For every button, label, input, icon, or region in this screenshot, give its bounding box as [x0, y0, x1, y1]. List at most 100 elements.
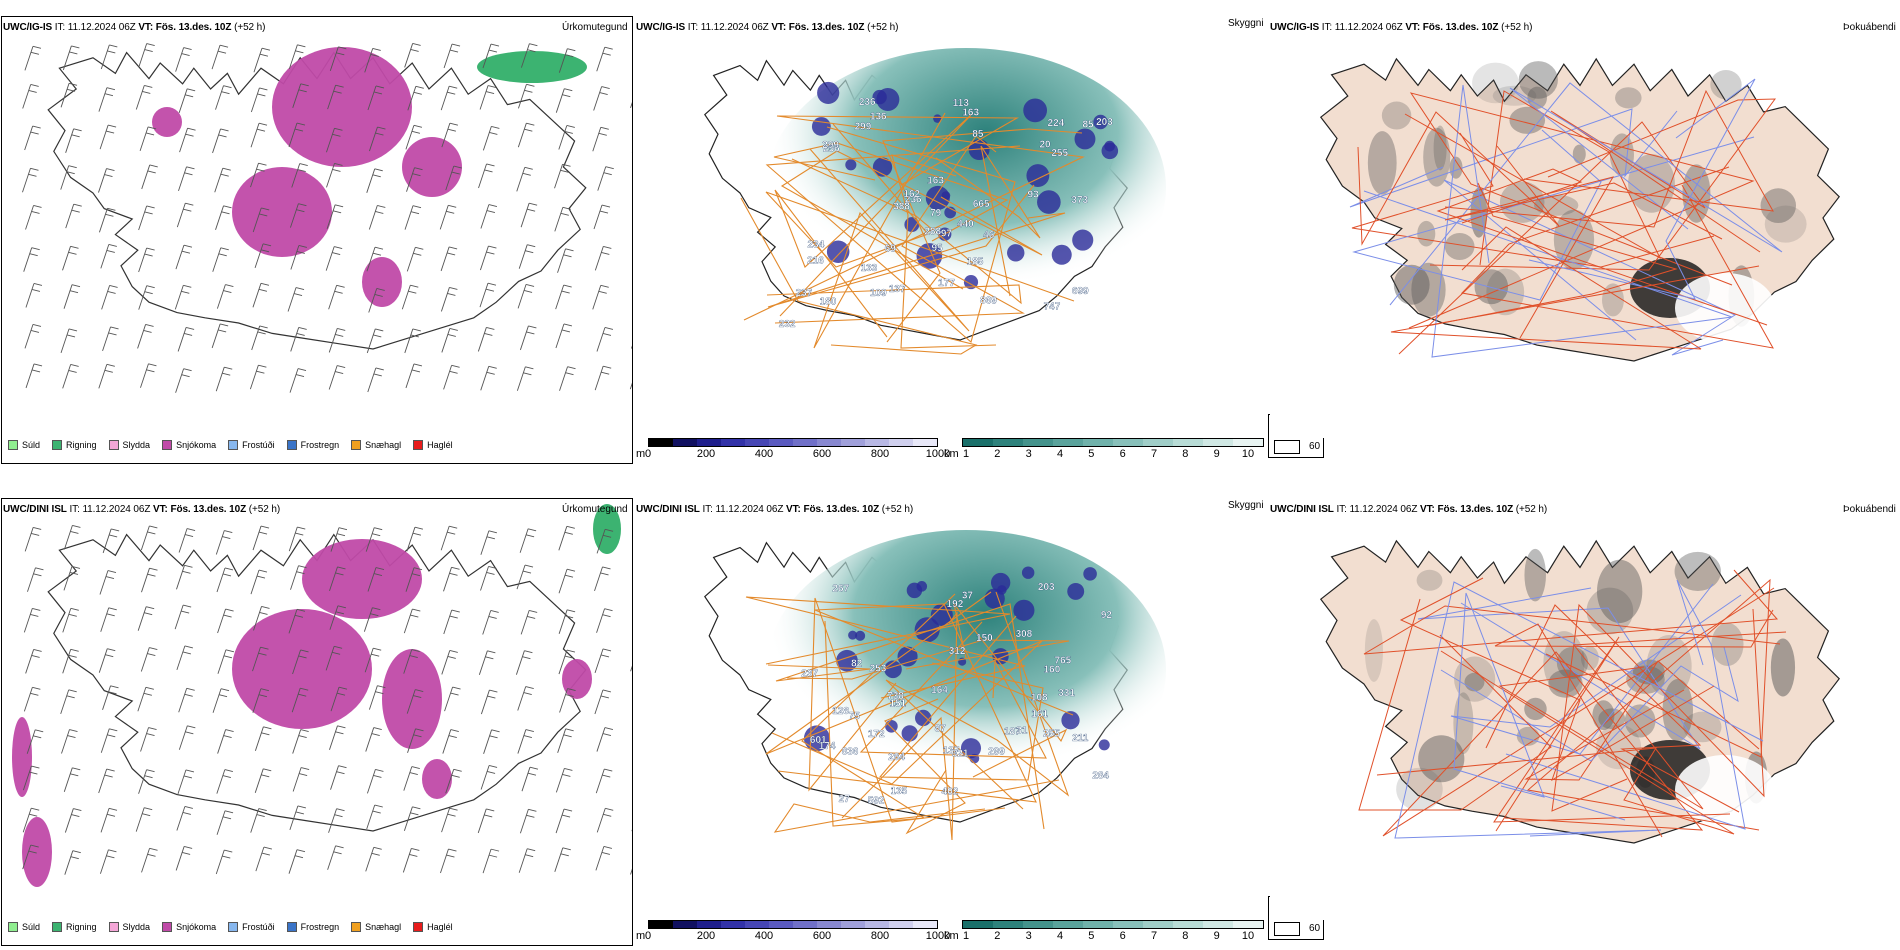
- model-name: UWC/DINI ISL: [636, 504, 700, 515]
- legend-swatch: [413, 922, 424, 932]
- tick-label: 4: [1056, 930, 1064, 942]
- tick-label: 10: [1241, 930, 1255, 942]
- cloud-base-label: 255: [1043, 728, 1060, 739]
- legend-swatch: [228, 440, 239, 450]
- cloud-base-label: 232: [779, 319, 796, 330]
- legend-item: Snjókoma: [162, 440, 216, 450]
- tick-label: 9: [1213, 448, 1220, 460]
- vt-value: Fös. 13.des. 10Z: [803, 504, 880, 515]
- legend-item: Snjókoma: [162, 922, 216, 932]
- cloud-base-label: 162: [903, 189, 920, 200]
- legend-label: Haglél: [427, 922, 453, 932]
- lead-time: (+52 h): [234, 22, 266, 33]
- cloud-key-bottom: 60: [1309, 441, 1321, 452]
- tick-label: 5: [1088, 930, 1095, 942]
- cloud-base-label: 869: [980, 295, 997, 306]
- precip-frame: [1, 16, 633, 464]
- legend-label: Súld: [22, 922, 41, 932]
- colorbar-step: [841, 921, 865, 928]
- legend-swatch: [286, 922, 297, 932]
- fog-map-panel: [1270, 500, 1900, 920]
- cloudbase-colorbar: [648, 920, 938, 929]
- cloud-base-label: 82: [851, 659, 863, 670]
- tick-label: 1000: [925, 448, 951, 460]
- tick-label: 8: [1182, 930, 1189, 942]
- cloud-base-label: 160: [1044, 664, 1061, 675]
- vt-value: Fös. 13.des. 10Z: [1437, 504, 1514, 515]
- cloud-base-label: 187: [1004, 726, 1021, 737]
- cloud-base-label: 133: [861, 263, 878, 274]
- cloud-base-label: 665: [973, 199, 990, 210]
- cloud-base-label: 174: [819, 741, 836, 752]
- colorbar-step: [963, 439, 993, 446]
- cloud-base-label: 440: [957, 219, 974, 230]
- tick-label: 800: [870, 448, 890, 460]
- cloud-base-label: 95: [931, 243, 943, 254]
- visibility-title: UWC/IG-IS IT: 11.12.2024 06Z VT: Fös. 13…: [636, 22, 898, 33]
- colorbar-step: [817, 921, 841, 928]
- vt-value: Fös. 13.des. 10Z: [788, 22, 865, 33]
- model-name: UWC/IG-IS: [1270, 22, 1320, 33]
- colorbar-step: [817, 439, 841, 446]
- cloud-base-label: 267: [832, 583, 849, 594]
- product-name-precip: Úrkomutegund: [562, 22, 628, 33]
- colorbar-step: [1083, 439, 1113, 446]
- cloud-base-label: 216: [807, 255, 824, 266]
- legend-item: Snæhagl: [351, 440, 401, 450]
- colorbar-step: [889, 921, 913, 928]
- legend-label: Frostregn: [300, 440, 340, 450]
- product-name-precip: Úrkomutegund: [562, 504, 628, 515]
- vt-label: VT:: [1405, 22, 1421, 33]
- it-label: IT:: [54, 22, 66, 33]
- it-value: 11.12.2024 06Z: [715, 504, 784, 515]
- it-label: IT:: [702, 504, 713, 515]
- product-name-fog: Þokuábendi: [1843, 22, 1896, 33]
- legend-label: Snæhagl: [365, 440, 402, 450]
- it-label: IT:: [69, 504, 80, 515]
- it-label: IT:: [1336, 504, 1347, 515]
- colorbar-step: [1113, 921, 1143, 928]
- colorbar-step: [745, 921, 769, 928]
- legend-item: Frostúði: [228, 440, 275, 450]
- legend-item: Rigning: [52, 440, 97, 450]
- tick-label: 8: [1182, 448, 1189, 460]
- legend-swatch: [8, 440, 18, 450]
- precip-legend: Súld Rigning Slydda Snjókoma Frostúði Frostre…: [8, 922, 465, 932]
- model-name: UWC/IG-IS: [636, 22, 686, 33]
- cloud-base-label: 150: [976, 633, 993, 644]
- it-value: 11.12.2024 06Z: [700, 22, 769, 33]
- it-value: 11.12.2024 06Z: [1349, 504, 1418, 515]
- legend-swatch: [108, 440, 119, 450]
- visibility-map: 2993732367472162566651096985201362992031…: [636, 18, 1270, 438]
- cloud-base-label: 738: [887, 691, 904, 702]
- legend-swatch: [286, 440, 297, 450]
- cloud-base-label: 128: [832, 706, 849, 717]
- vt-value: Fös. 13.des. 10Z: [1422, 22, 1499, 33]
- cloud-key-bottom: 60: [1309, 923, 1321, 934]
- colorbar-step: [1203, 921, 1233, 928]
- tick-label: 200: [696, 448, 716, 460]
- model-name: UWC/DINI ISL: [3, 504, 67, 515]
- product-name-visibility: Skyggni: [1228, 500, 1264, 511]
- precip-frame: [1, 498, 633, 946]
- vt-value: Fös. 13.des. 10Z: [170, 504, 247, 515]
- visibility-unit: km: [944, 448, 959, 460]
- legend-item: Súld: [8, 440, 40, 450]
- cloud-base-label: 592: [868, 796, 885, 807]
- it-value: 11.12.2024 06Z: [67, 22, 136, 33]
- cloud-base-label: 284: [1092, 770, 1109, 781]
- colorbar-step: [1143, 439, 1173, 446]
- legend-label: Slydda: [122, 922, 151, 932]
- cloud-base-label: 161: [1031, 709, 1048, 720]
- cloud-base-label: 299: [822, 140, 839, 151]
- legend-swatch: [108, 922, 119, 932]
- vt-value: Fös. 13.des. 10Z: [155, 22, 232, 33]
- tick-label: 600: [812, 930, 832, 942]
- cloud-base-label: 136: [870, 112, 887, 123]
- cloud-base-label: 255: [1051, 148, 1068, 159]
- legend-label: Rigning: [66, 922, 97, 932]
- cloud-base-label: 299: [988, 747, 1005, 758]
- colorbar-step: [841, 439, 865, 446]
- lead-time: (+52 h): [881, 504, 914, 515]
- cloud-base-label: 312: [949, 646, 966, 657]
